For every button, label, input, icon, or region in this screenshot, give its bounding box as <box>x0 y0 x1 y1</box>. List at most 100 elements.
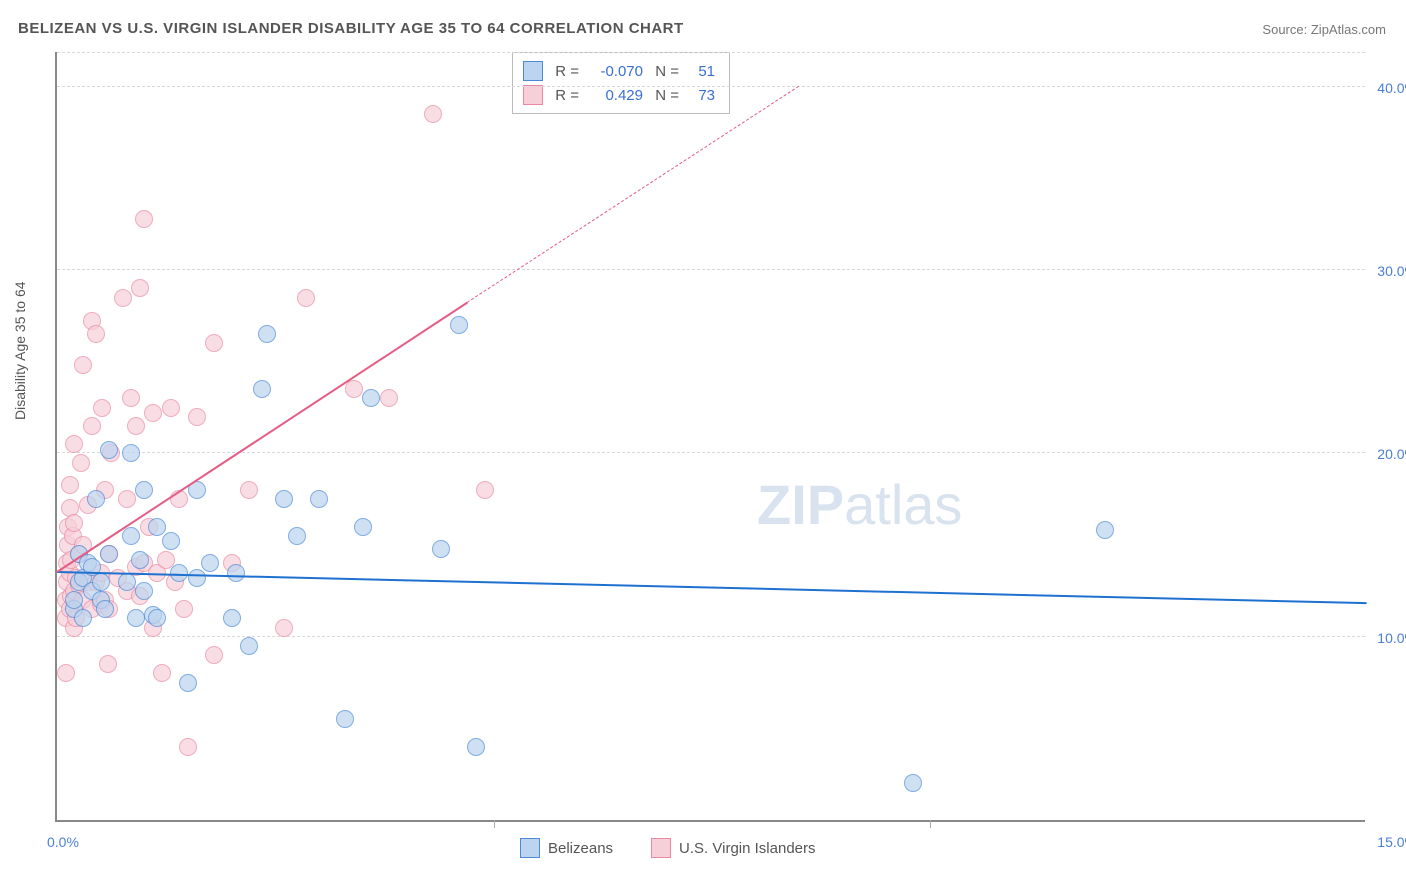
chart-title: BELIZEAN VS U.S. VIRGIN ISLANDER DISABIL… <box>18 20 684 37</box>
scatter-point-blue <box>354 518 372 536</box>
legend-swatch-blue <box>523 61 543 81</box>
legend-swatch-blue-bottom <box>520 838 540 858</box>
scatter-point-blue <box>162 532 180 550</box>
scatter-point-pink <box>162 399 180 417</box>
scatter-point-blue <box>223 609 241 627</box>
r-label-1: R = <box>551 63 579 80</box>
scatter-point-blue <box>310 490 328 508</box>
legend-swatch-pink <box>523 85 543 105</box>
scatter-point-blue <box>450 316 468 334</box>
gridline-h <box>57 86 1365 87</box>
scatter-point-blue <box>362 389 380 407</box>
scatter-point-blue <box>100 441 118 459</box>
y-tick-label: 40.0% <box>1369 80 1406 96</box>
scatter-point-pink <box>93 399 111 417</box>
scatter-point-blue <box>92 573 110 591</box>
scatter-point-pink <box>275 619 293 637</box>
scatter-point-pink <box>135 210 153 228</box>
trendline-pink-dashed <box>467 86 799 303</box>
scatter-point-blue <box>201 554 219 572</box>
scatter-point-pink <box>65 514 83 532</box>
stats-row-1: R = -0.070 N = 51 <box>523 59 715 83</box>
n-value-1: 51 <box>687 63 715 80</box>
legend-label-1: Belizeans <box>548 840 613 857</box>
scatter-point-blue <box>227 564 245 582</box>
scatter-point-blue <box>258 325 276 343</box>
scatter-point-blue <box>74 609 92 627</box>
legend-item-2: U.S. Virgin Islanders <box>651 838 815 858</box>
x-tick <box>930 820 931 828</box>
scatter-point-pink <box>72 454 90 472</box>
gridline-h <box>57 269 1365 270</box>
scatter-point-pink <box>240 481 258 499</box>
x-tick-label: 0.0% <box>47 834 79 850</box>
scatter-point-blue <box>118 573 136 591</box>
stats-box: R = -0.070 N = 51 R = 0.429 N = 73 <box>512 52 730 114</box>
n-value-2: 73 <box>687 87 715 104</box>
watermark-bold: ZIP <box>757 473 844 536</box>
scatter-point-blue <box>148 609 166 627</box>
scatter-point-pink <box>114 289 132 307</box>
scatter-point-pink <box>131 279 149 297</box>
source-label: Source: ZipAtlas.com <box>1262 22 1386 37</box>
n-label-2: N = <box>651 87 679 104</box>
scatter-point-blue <box>288 527 306 545</box>
scatter-point-pink <box>476 481 494 499</box>
scatter-point-pink <box>424 105 442 123</box>
r-value-2: 0.429 <box>587 87 643 104</box>
legend-label-2: U.S. Virgin Islanders <box>679 840 815 857</box>
gridline-h <box>57 52 1365 53</box>
source-prefix: Source: <box>1262 22 1307 37</box>
y-tick-label: 10.0% <box>1369 630 1406 646</box>
scatter-point-blue <box>122 527 140 545</box>
scatter-point-pink <box>188 408 206 426</box>
y-tick-label: 30.0% <box>1369 263 1406 279</box>
scatter-point-blue <box>179 674 197 692</box>
scatter-point-blue <box>131 551 149 569</box>
legend-swatch-pink-bottom <box>651 838 671 858</box>
scatter-point-pink <box>380 389 398 407</box>
scatter-point-pink <box>61 476 79 494</box>
scatter-point-pink <box>127 417 145 435</box>
scatter-point-pink <box>57 664 75 682</box>
scatter-point-pink <box>144 404 162 422</box>
y-axis-title: Disability Age 35 to 64 <box>12 281 28 420</box>
scatter-point-pink <box>65 435 83 453</box>
scatter-point-pink <box>297 289 315 307</box>
gridline-h <box>57 636 1365 637</box>
scatter-point-pink <box>205 646 223 664</box>
scatter-point-blue <box>127 609 145 627</box>
trendline-blue <box>57 571 1367 604</box>
legend-item-1: Belizeans <box>520 838 613 858</box>
scatter-point-pink <box>179 738 197 756</box>
legend-bottom: Belizeans U.S. Virgin Islanders <box>520 838 816 858</box>
scatter-point-blue <box>148 518 166 536</box>
scatter-point-blue <box>432 540 450 558</box>
r-label-2: R = <box>551 87 579 104</box>
watermark: ZIPatlas <box>757 472 962 537</box>
scatter-point-blue <box>135 481 153 499</box>
plot-area: ZIPatlas R = -0.070 N = 51 R = 0.429 N =… <box>55 52 1365 822</box>
y-tick-label: 20.0% <box>1369 446 1406 462</box>
scatter-point-pink <box>74 356 92 374</box>
scatter-point-blue <box>253 380 271 398</box>
r-value-1: -0.070 <box>587 63 643 80</box>
scatter-point-blue <box>336 710 354 728</box>
scatter-point-pink <box>122 389 140 407</box>
scatter-point-blue <box>87 490 105 508</box>
scatter-point-pink <box>205 334 223 352</box>
gridline-h <box>57 452 1365 453</box>
scatter-point-blue <box>122 444 140 462</box>
scatter-point-pink <box>99 655 117 673</box>
watermark-light: atlas <box>844 473 962 536</box>
scatter-point-blue <box>170 564 188 582</box>
scatter-point-pink <box>345 380 363 398</box>
n-label-1: N = <box>651 63 679 80</box>
scatter-point-blue <box>1096 521 1114 539</box>
scatter-point-pink <box>83 417 101 435</box>
scatter-point-blue <box>100 545 118 563</box>
scatter-point-blue <box>188 569 206 587</box>
scatter-point-blue <box>467 738 485 756</box>
scatter-point-blue <box>275 490 293 508</box>
scatter-point-pink <box>153 664 171 682</box>
